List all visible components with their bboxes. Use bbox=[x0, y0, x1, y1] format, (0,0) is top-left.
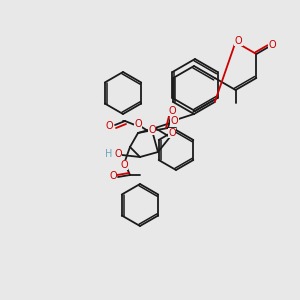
Text: O: O bbox=[148, 125, 156, 135]
Text: O: O bbox=[134, 119, 142, 129]
Text: O: O bbox=[168, 106, 176, 116]
Text: H: H bbox=[105, 149, 113, 159]
Text: O: O bbox=[105, 121, 113, 131]
Text: O: O bbox=[109, 171, 117, 181]
Text: O: O bbox=[235, 36, 242, 46]
Text: O: O bbox=[171, 116, 178, 126]
Text: O: O bbox=[268, 40, 276, 50]
Text: O: O bbox=[120, 160, 128, 170]
Text: O: O bbox=[168, 128, 176, 138]
Text: O: O bbox=[114, 149, 122, 159]
